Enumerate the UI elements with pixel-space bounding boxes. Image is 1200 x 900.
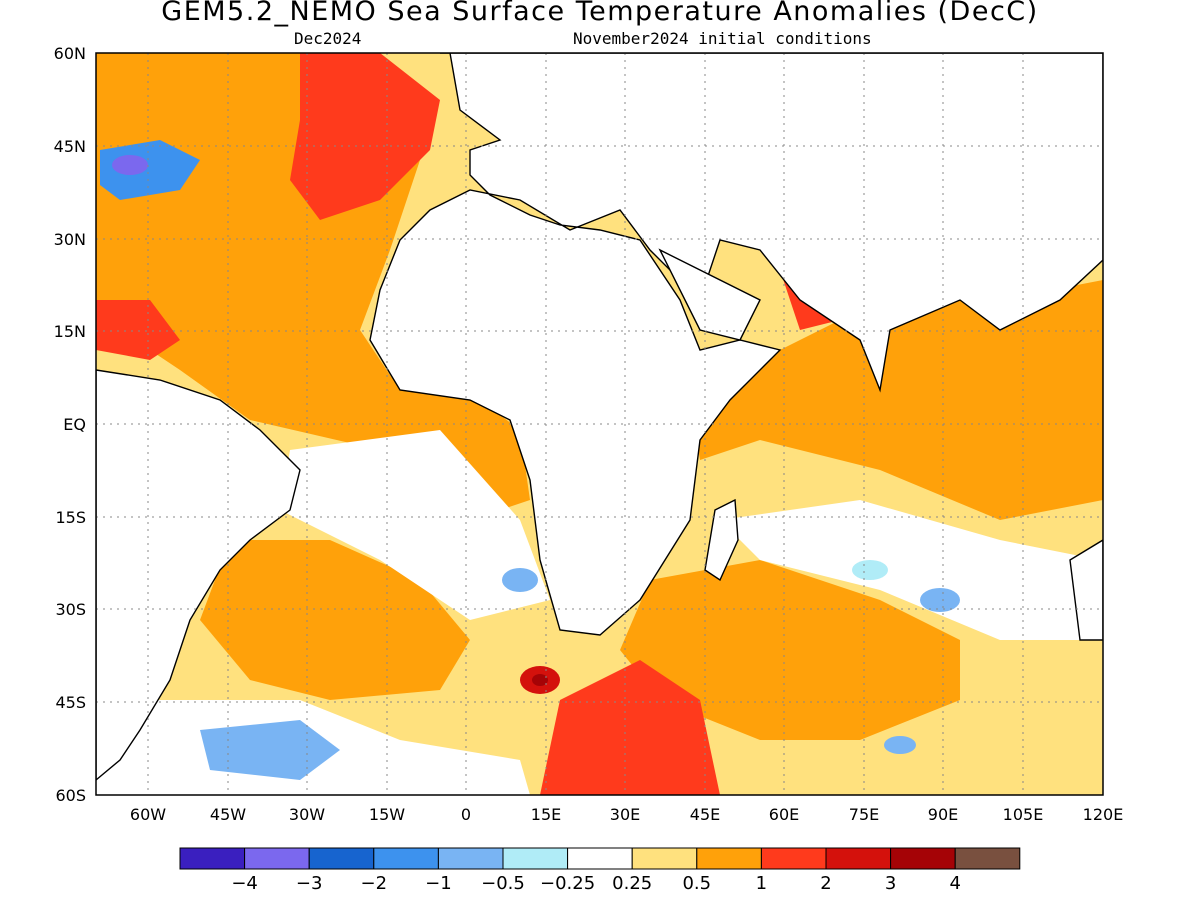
colorbar-label: 3 xyxy=(885,873,896,894)
colorbar-label: 1 xyxy=(756,873,767,894)
colorbar-label: −3 xyxy=(296,873,323,894)
lat-tick: 60S xyxy=(55,786,86,805)
lat-tick: 15N xyxy=(54,322,86,341)
colorbar-label: 4 xyxy=(949,873,960,894)
colorbar-swatch xyxy=(244,847,310,870)
colorbar-swatch xyxy=(954,847,1021,870)
colorbar-label: −1 xyxy=(425,873,452,894)
colorbar-swatch xyxy=(696,847,762,870)
colorbar-label: 2 xyxy=(820,873,831,894)
colorbar-label: −0.5 xyxy=(481,873,525,894)
colorbar-swatch xyxy=(760,847,827,870)
subtitle-init: November2024 initial conditions xyxy=(573,29,872,48)
lat-tick: 60N xyxy=(54,44,86,63)
colorbar: −4 −3 −2 −1 −0.5 −0.25 0.25 0.5 1 2 3 4 xyxy=(179,847,1021,894)
lon-tick: 120E xyxy=(1083,805,1124,824)
colorbar-swatch xyxy=(567,847,633,870)
colorbar-swatch xyxy=(631,847,698,870)
colorbar-label: −2 xyxy=(361,873,388,894)
lon-tick: 90E xyxy=(928,805,958,824)
colorbar-swatch xyxy=(437,847,504,870)
lat-tick: 30N xyxy=(54,230,86,249)
colorbar-label: −4 xyxy=(231,873,258,894)
lon-tick: 60W xyxy=(130,805,166,824)
lon-tick: 75E xyxy=(849,805,879,824)
lon-tick: 60E xyxy=(769,805,799,824)
lon-tick: 15E xyxy=(531,805,561,824)
colorbar-label: 0.5 xyxy=(682,873,711,894)
lon-tick: 45W xyxy=(210,805,246,824)
map-title: GEM5.2_NEMO Sea Surface Temperature Anom… xyxy=(161,0,1039,27)
colorbar-label: 0.25 xyxy=(612,873,652,894)
colorbar-swatch xyxy=(373,847,439,870)
lat-tick: EQ xyxy=(63,415,86,434)
lon-tick: 105E xyxy=(1003,805,1044,824)
plot-frame xyxy=(95,52,1104,796)
subtitle-month: Dec2024 xyxy=(294,29,362,48)
lon-tick: 0 xyxy=(461,805,471,824)
lon-tick: 15W xyxy=(369,805,405,824)
landmass xyxy=(96,53,1103,781)
colorbar-swatch xyxy=(179,847,246,870)
colorbar-swatch xyxy=(825,847,892,870)
colorbar-swatch xyxy=(308,847,375,870)
longitude-labels: 60W 45W 30W 15W 0 15E 30E 45E 60E 75E 90… xyxy=(130,805,1123,824)
lat-tick: 30S xyxy=(55,600,86,619)
graticule xyxy=(96,53,1103,795)
anomaly-field xyxy=(96,53,1103,795)
lat-tick: 45N xyxy=(54,137,86,156)
lon-tick: 30E xyxy=(610,805,640,824)
lon-tick: 45E xyxy=(690,805,720,824)
colorbar-swatch xyxy=(890,847,956,870)
latitude-labels: 60N 45N 30N 15N EQ 15S 30S 45S 60S xyxy=(54,44,86,805)
lat-tick: 45S xyxy=(55,693,86,712)
colorbar-swatch xyxy=(502,847,569,870)
lon-tick: 30W xyxy=(289,805,325,824)
lat-tick: 15S xyxy=(55,508,86,527)
colorbar-label: −0.25 xyxy=(540,873,595,894)
